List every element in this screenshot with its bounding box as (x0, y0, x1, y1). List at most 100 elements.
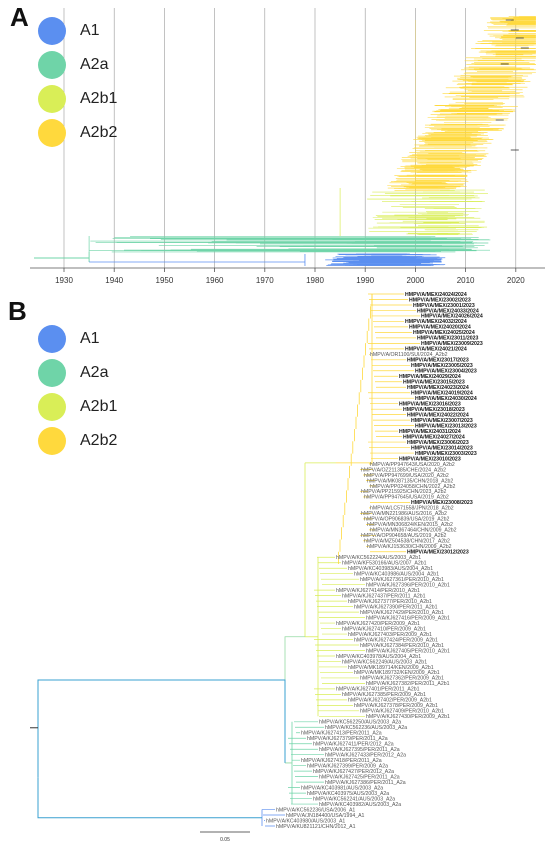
tip-label: hMPV/A/KC562236/USA/2006_A1 (276, 807, 355, 813)
tip-label: hMPV/A/KJ627414/PER/2010_A2b1 (336, 588, 420, 594)
x-tick-label: 1990 (356, 276, 374, 285)
tip-label: hMPV/A/KJ627410/PER/2009_A2b1 (342, 626, 426, 632)
tip-label: HMPV/A/MEX/24031/2024 (399, 429, 461, 435)
tip-branches-a2b2 (360, 293, 420, 553)
legend-label: A2a (80, 56, 109, 73)
tip-label: hMPV/A/MN221986/AUS/2016_A2b2 (361, 511, 447, 517)
tip-label: hMPV/A/KJ627405/PER/2010_A2b1 (366, 648, 450, 654)
panel-a-tree-branches (34, 16, 536, 266)
a2b2-root-branch (336, 294, 373, 464)
tip-label: hMPV/A/KJ627416/PER/2009_A2b1 (366, 615, 450, 621)
tip-label: HMPV/A/MEX/24026/2024 (421, 314, 483, 320)
legend-item-a1: A1 (38, 322, 117, 356)
tip-label: hMPV/A/KJ627384/PER/2010_A2b1 (360, 643, 444, 649)
tip-label: hMPV/A/KJ627377/PER/2010_A2b1 (348, 599, 432, 605)
tip-branches-a1 (262, 809, 285, 827)
tip-branches-a2b1 (314, 556, 365, 717)
panel-a-label: A (10, 2, 29, 32)
tip-label: hMPV/A/PP215925/CHN/2023_A2b2 (361, 489, 446, 495)
legend-swatch (38, 359, 66, 387)
tip-label: hMPV/A/KJ627413/PER/2011_A2a (301, 731, 382, 737)
tip-label: hMPV/A/KF530166/AUS/2007_A2b1 (342, 561, 427, 567)
tip-label: HMPV/A/MEX/23008/2023 (411, 500, 473, 506)
tip-label: HMPV/A/MEX/24022/2024 (407, 412, 469, 418)
tip-label: hMPV/A/KJ627361/PER/2010_A2b1 (360, 577, 444, 583)
tip-label: hMPV/A/MK087135/CHN/2018_A2b2 (367, 478, 453, 484)
panel-b-tip-labels: HMPV/A/MEX/24024/2024HMPV/A/MEX/23002/20… (266, 292, 483, 830)
tip-label: hMPV/A/PP024058/CHN/2022_A2b2 (370, 484, 455, 490)
tip-label: hMPV/A/PP947643/USA/2020_A2b2 (370, 462, 455, 468)
tip-label: HMPV/A/MEX/24032/2024 (405, 319, 467, 325)
tip-label: hMPV/A/KC403983/AUS/2004_A2b1 (348, 566, 433, 572)
tip-label: hMPV/A/KC403982/AUS/2003_A2a (319, 802, 401, 808)
tip-label: hMPV/A/KC403981/AUS/2003_A2a (301, 785, 383, 791)
tip-label: hMPV/A/LC571558/JPN/2018_A2b2 (370, 506, 454, 512)
panel-b-tree: HMPV/A/MEX/24024/2024HMPV/A/MEX/23002/20… (30, 292, 483, 843)
legend-item-a2a: A2a (38, 48, 117, 82)
legend-swatch (38, 119, 66, 147)
tip-label: HMPV/A/MEX/23014/2023 (411, 445, 473, 451)
legend-swatch (38, 393, 66, 421)
tip-label: hMPV/A/MK189714/KEN/2009_A2b1 (348, 665, 434, 671)
tip-label: hMPV/A/KJ627386/PER/2011_A2a (325, 780, 406, 786)
tip-label: hMPV/A/OP906839/USA/2019_A2b2 (364, 517, 449, 523)
tip-label: HMPV/A/MEX/23003/2023 (415, 451, 477, 457)
tip-label: hMPV/A/KJ627390/PER/2011_A2b1 (354, 604, 438, 610)
tip-label: hMPV/A/KJ627430/PER/2009_A2b1 (366, 714, 450, 720)
tip-label: HMPV/A/MEX/24025/2024 (413, 330, 475, 336)
tip-label: hMPV/A/KJ627429/PER/2010_A2b1 (360, 610, 444, 616)
tip-label: HMPV/A/MEX/23009/2023 (421, 341, 483, 347)
legend-swatch (38, 325, 66, 353)
tip-label: hMPV/A/KJ627411/PER/2012_A2a (313, 742, 394, 748)
legend-item-a2b2: A2b2 (38, 424, 117, 458)
tip-label: HMPV/A/MEX/24033/2024 (417, 308, 479, 314)
tip-label: HMPV/A/MEX/24029/2024 (399, 374, 461, 380)
panel-a-x-ticks: 1930 1940 1950 1960 1970 1980 1990 2000 2010 2020 (55, 268, 525, 285)
tip-label: HMPV/A/MEX/24021/2024 (405, 347, 467, 353)
tip-label: hMPV/A/PP947699/USA/2020_A2b2 (364, 473, 449, 479)
tip-label: hMPV/A/OP904658/AUS/2019_A2b2 (361, 533, 446, 539)
legend-swatch (38, 17, 66, 45)
legend-label: A1 (80, 22, 100, 39)
legend-item-a2b1: A2b1 (38, 82, 117, 116)
tip-label: hMPV/A/PP947645/USA/2019_A2b2 (364, 495, 449, 501)
tip-label: HMPV/A/MEX/23015/2023 (403, 380, 465, 386)
tip-label: HMPV/A/MEX/24023/2024 (407, 385, 469, 391)
x-tick-label: 2010 (457, 276, 475, 285)
tip-label: HMPV/A/MEX/24019/2024 (411, 391, 473, 397)
tip-label: HMPV/A/MEX/23012/2023 (407, 550, 469, 556)
tip-label: hMPV/A/KC403975/AUS/2003_A2a (307, 791, 389, 797)
legend-item-a2a: A2a (38, 356, 117, 390)
legend-item-a1: A1 (38, 14, 117, 48)
tip-label: hMPV/A/KJ627399/PER/2009_A2a (307, 763, 388, 769)
x-tick-label: 1940 (105, 276, 123, 285)
legend-label: A2b1 (80, 90, 118, 107)
panel-a-legend: A1 A2a A2b1 A2b2 (38, 14, 117, 150)
tip-label: HMPV/A/MEX/24024/2024 (405, 292, 467, 298)
tip-label: HMPV/A/MEX/23011/2023 (417, 336, 479, 342)
legend-label: A2b2 (80, 432, 118, 449)
tip-label: HMPV/A/MEX/23016/2023 (399, 401, 461, 407)
tip-label: hMPV/A/KJ627409/PER/2010_A2b1 (360, 709, 444, 715)
tip-label: HMPV/A/MEX/23018/2023 (403, 407, 465, 413)
tip-label: HMPV/A/MEX/23006/2023 (407, 440, 469, 446)
panel-b-tree-branches (30, 293, 420, 827)
tip-label: HMPV/A/MEX/23017/2023 (407, 358, 469, 364)
panel-a-timetree: 1930 1940 1950 1960 1970 1980 1990 2000 2010 2020 (30, 8, 545, 285)
tip-label: HMPV/A/MEX/23002/2023 (409, 297, 471, 303)
tip-label: HMPV/A/MEX/24027/2024 (403, 434, 465, 440)
legend-swatch (38, 51, 66, 79)
tip-label: hMPV/A/KC562224/AUS/2003_A2b1 (336, 555, 421, 561)
tip-label: hMPV/A/KJ153630/CHN/2009_A2b2 (367, 544, 452, 550)
x-tick-label: 1930 (55, 276, 73, 285)
scale-bar-label: 0.05 (220, 837, 230, 843)
tip-label: hMPV/A/MN306824/KEN/2015_A2b2 (367, 522, 453, 528)
tip-label: HMPV/A/MEX/23007/2023 (411, 418, 473, 424)
x-tick-label: 2000 (407, 276, 425, 285)
x-tick-label: 1970 (256, 276, 274, 285)
tip-label: HMPV/A/MEX/23004/2023 (415, 369, 477, 375)
tip-label: hMPV/A/KJ627378/PER/2009_A2b1 (354, 703, 438, 709)
tip-label: hMPV/A/KJ627433/PER/2012_A2a (325, 753, 406, 759)
tip-label: hMPV/A/KJ627402/PER/2009_A2b1 (348, 698, 432, 704)
tip-label: hMPV/A/KJ627382/PER/2011_A2b1 (366, 681, 450, 687)
